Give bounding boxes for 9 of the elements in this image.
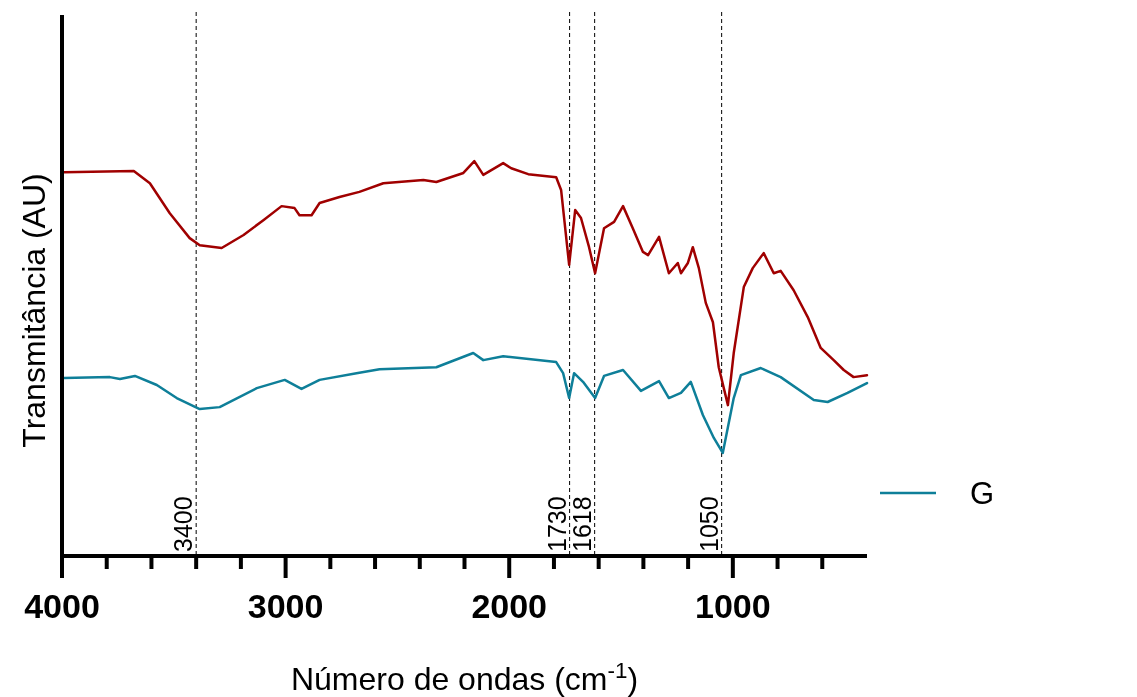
ref-line-label: 3400	[169, 496, 198, 552]
ref-line-label: 1050	[694, 496, 723, 552]
x-tick-label: 1000	[695, 587, 771, 625]
x-axis-title: Número de ondas (cm$^{-1}$)	[290, 657, 639, 697]
x-tick-label: 4000	[24, 587, 100, 625]
x-tick-label: 2000	[471, 587, 548, 625]
x-tick-label: 3000	[247, 587, 324, 625]
y-axis-title: Transmitância (AU)	[16, 173, 52, 448]
legend-label: G	[970, 476, 995, 511]
